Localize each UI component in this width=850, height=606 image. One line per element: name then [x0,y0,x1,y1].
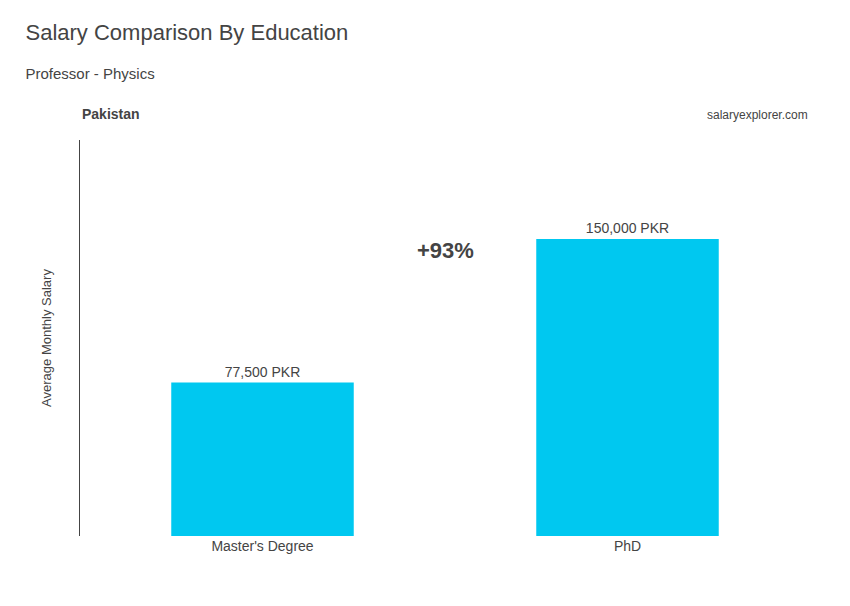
svg-text:Professor - Physics: Professor - Physics [26,65,155,82]
svg-text:+93%: +93% [417,238,474,263]
svg-text:PhD: PhD [614,538,641,554]
svg-text:salaryexplorer.com: salaryexplorer.com [707,108,808,122]
svg-text:150,000 PKR: 150,000 PKR [586,220,669,236]
svg-text:77,500 PKR: 77,500 PKR [225,364,301,380]
svg-text:Master's Degree: Master's Degree [211,538,313,554]
svg-text:Average Monthly Salary: Average Monthly Salary [39,269,54,407]
svg-text:Pakistan: Pakistan [82,106,140,122]
svg-text:Salary Comparison By Education: Salary Comparison By Education [26,20,349,45]
